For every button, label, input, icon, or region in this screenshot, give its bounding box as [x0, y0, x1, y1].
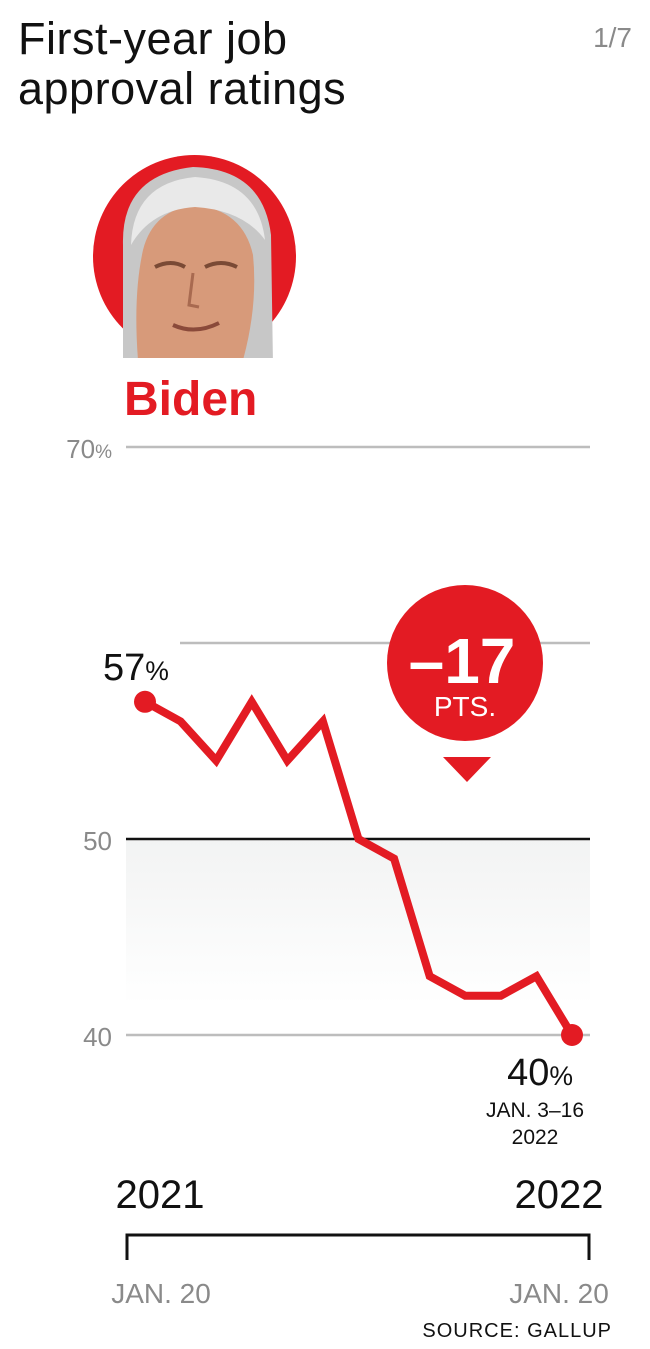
- biden-portrait-icon: [93, 155, 296, 358]
- timeline-bracket: [125, 1233, 591, 1260]
- pointer-triangle-icon: [443, 757, 491, 782]
- start-point: [134, 690, 156, 713]
- change-badge: [387, 585, 543, 741]
- approval-series-line: [143, 694, 576, 1038]
- change-badge-unit: PTS.: [434, 691, 496, 722]
- y-tick-label: 70%: [66, 434, 112, 464]
- source-note: SOURCE: GALLUP: [422, 1320, 612, 1342]
- chart-title: First-year job approval ratings: [18, 13, 347, 114]
- y-tick-label: 50: [83, 826, 112, 856]
- change-badge-value: –17: [409, 625, 516, 697]
- end-value-label: 40%: [507, 1052, 573, 1094]
- page-indicator[interactable]: 1/7: [593, 22, 632, 53]
- date-label-start: JAN. 20: [111, 1278, 211, 1309]
- date-label-end: JAN. 20: [509, 1278, 609, 1309]
- y-tick-label: 40: [83, 1022, 112, 1052]
- below-50-band: [126, 839, 590, 1005]
- end-point: [561, 1024, 583, 1046]
- end-date-label: JAN. 3–16: [486, 1099, 584, 1122]
- start-value-label: 57%: [103, 647, 169, 689]
- end-date-label: 2022: [512, 1126, 559, 1149]
- year-label-start: 2021: [116, 1173, 205, 1217]
- year-label-end: 2022: [515, 1173, 604, 1217]
- president-name: Biden: [124, 373, 258, 426]
